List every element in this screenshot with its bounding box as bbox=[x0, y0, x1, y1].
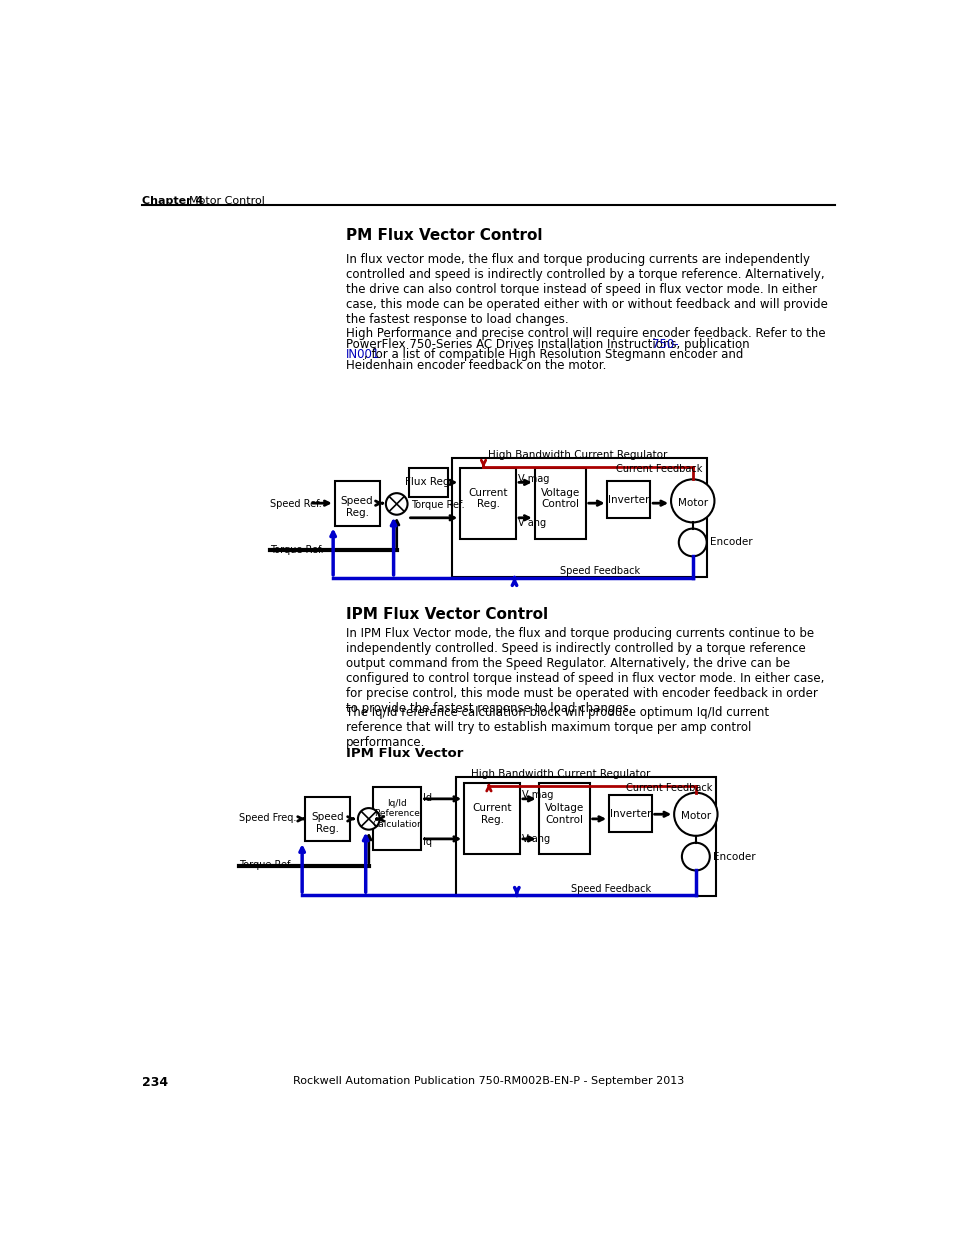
Bar bbox=[608, 795, 651, 832]
Text: Heidenhain encoder feedback on the motor.: Heidenhain encoder feedback on the motor… bbox=[345, 359, 605, 372]
Text: Voltage
Control: Voltage Control bbox=[544, 804, 583, 825]
Text: Torque Ref.: Torque Ref. bbox=[239, 860, 293, 869]
Text: V mag: V mag bbox=[521, 789, 553, 799]
Text: High Bandwidth Current Regulator: High Bandwidth Current Regulator bbox=[471, 769, 650, 779]
Bar bbox=[452, 458, 706, 577]
Bar bbox=[335, 480, 379, 526]
Bar bbox=[607, 480, 649, 517]
Text: Current
Reg.: Current Reg. bbox=[472, 804, 511, 825]
Text: Speed Feedback: Speed Feedback bbox=[570, 883, 650, 894]
Bar bbox=[464, 783, 519, 855]
Circle shape bbox=[674, 793, 717, 836]
Bar bbox=[456, 777, 716, 895]
Text: , for a list of compatible High Resolution Stegmann encoder and: , for a list of compatible High Resoluti… bbox=[364, 348, 742, 362]
Text: Motor: Motor bbox=[677, 498, 707, 508]
Bar bbox=[534, 468, 585, 538]
Bar bbox=[305, 797, 350, 841]
Circle shape bbox=[679, 529, 706, 556]
Text: Rockwell Automation Publication 750-RM002B-EN-P - September 2013: Rockwell Automation Publication 750-RM00… bbox=[293, 1076, 684, 1086]
Text: Id: Id bbox=[422, 793, 432, 803]
Bar bbox=[373, 787, 421, 850]
Bar bbox=[459, 468, 516, 538]
Bar bbox=[409, 468, 447, 496]
Text: Current
Reg.: Current Reg. bbox=[468, 488, 507, 509]
Circle shape bbox=[357, 808, 379, 830]
Text: Chapter 4: Chapter 4 bbox=[142, 196, 204, 206]
Text: High Bandwidth Current Regulator: High Bandwidth Current Regulator bbox=[488, 450, 667, 461]
Text: Motor: Motor bbox=[680, 811, 710, 821]
Text: Speed Freq.: Speed Freq. bbox=[239, 813, 296, 823]
Text: Speed Ref.: Speed Ref. bbox=[270, 499, 322, 509]
Text: Iq/Id
Reference
Calculation: Iq/Id Reference Calculation bbox=[372, 799, 422, 829]
Text: Speed Feedback: Speed Feedback bbox=[559, 567, 639, 577]
Text: Current Feedback: Current Feedback bbox=[625, 783, 711, 793]
Text: In flux vector mode, the flux and torque producing currents are independently
co: In flux vector mode, the flux and torque… bbox=[345, 253, 826, 326]
Text: Motor Control: Motor Control bbox=[189, 196, 265, 206]
Text: Inverter: Inverter bbox=[607, 495, 649, 505]
Text: IN001: IN001 bbox=[345, 348, 379, 362]
Circle shape bbox=[681, 842, 709, 871]
Text: PowerFlex 750-Series AC Drives Installation Instructions, publication: PowerFlex 750-Series AC Drives Installat… bbox=[345, 337, 752, 351]
Text: Torque Ref.: Torque Ref. bbox=[270, 545, 324, 555]
Text: Encoder: Encoder bbox=[709, 537, 752, 547]
Text: V ang: V ang bbox=[517, 517, 546, 527]
Text: Flux Reg.: Flux Reg. bbox=[404, 477, 452, 487]
Bar bbox=[537, 783, 589, 855]
Text: The Iq/Id reference calculation block will produce optimum Iq/Id current
referen: The Iq/Id reference calculation block wi… bbox=[345, 705, 768, 748]
Text: V mag: V mag bbox=[517, 474, 549, 484]
Text: 750-: 750- bbox=[652, 337, 679, 351]
Text: Speed
Reg.: Speed Reg. bbox=[311, 811, 344, 834]
Text: PM Flux Vector Control: PM Flux Vector Control bbox=[345, 227, 541, 242]
Text: IPM Flux Vector: IPM Flux Vector bbox=[345, 747, 462, 761]
Circle shape bbox=[670, 479, 714, 522]
Text: Inverter: Inverter bbox=[609, 809, 650, 819]
Circle shape bbox=[385, 493, 407, 515]
Text: Encoder: Encoder bbox=[712, 852, 755, 862]
Text: V ang: V ang bbox=[521, 834, 550, 844]
Text: 234: 234 bbox=[142, 1076, 169, 1089]
Text: Voltage
Control: Voltage Control bbox=[540, 488, 579, 509]
Text: In IPM Flux Vector mode, the flux and torque producing currents continue to be
i: In IPM Flux Vector mode, the flux and to… bbox=[345, 627, 823, 715]
Text: Speed
Reg.: Speed Reg. bbox=[340, 496, 373, 517]
Text: IPM Flux Vector Control: IPM Flux Vector Control bbox=[345, 608, 547, 622]
Text: Torque Ref.: Torque Ref. bbox=[410, 500, 464, 510]
Text: Iq: Iq bbox=[422, 836, 432, 846]
Text: Current Feedback: Current Feedback bbox=[616, 464, 702, 474]
Text: High Performance and precise control will require encoder feedback. Refer to the: High Performance and precise control wil… bbox=[345, 327, 824, 340]
